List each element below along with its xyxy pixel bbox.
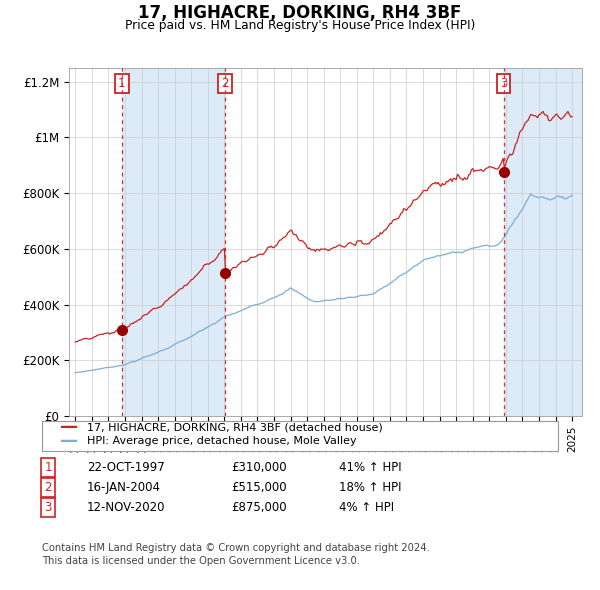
Bar — [503, 68, 582, 416]
Text: 18% ↑ HPI: 18% ↑ HPI — [339, 481, 401, 494]
Text: 4% ↑ HPI: 4% ↑ HPI — [339, 501, 394, 514]
Text: Price paid vs. HM Land Registry's House Price Index (HPI): Price paid vs. HM Land Registry's House … — [125, 19, 475, 32]
Bar — [564, 68, 582, 416]
Text: 1: 1 — [44, 461, 52, 474]
Text: 3: 3 — [44, 501, 52, 514]
Text: 1: 1 — [118, 77, 125, 90]
Text: 3: 3 — [500, 77, 508, 90]
Text: 41% ↑ HPI: 41% ↑ HPI — [339, 461, 401, 474]
Text: 2: 2 — [221, 77, 229, 90]
Text: 2: 2 — [44, 481, 52, 494]
Text: 16-JAN-2004: 16-JAN-2004 — [87, 481, 161, 494]
Text: 12-NOV-2020: 12-NOV-2020 — [87, 501, 166, 514]
Text: £310,000: £310,000 — [231, 461, 287, 474]
Text: 17, HIGHACRE, DORKING, RH4 3BF: 17, HIGHACRE, DORKING, RH4 3BF — [139, 4, 461, 22]
Text: This data is licensed under the Open Government Licence v3.0.: This data is licensed under the Open Gov… — [42, 556, 360, 565]
Text: —: — — [60, 432, 78, 450]
Text: —: — — [60, 418, 78, 436]
Text: £875,000: £875,000 — [231, 501, 287, 514]
Text: 17, HIGHACRE, DORKING, RH4 3BF (detached house): 17, HIGHACRE, DORKING, RH4 3BF (detached… — [87, 422, 383, 432]
Text: Contains HM Land Registry data © Crown copyright and database right 2024.: Contains HM Land Registry data © Crown c… — [42, 543, 430, 552]
Text: 22-OCT-1997: 22-OCT-1997 — [87, 461, 165, 474]
Bar — [122, 68, 225, 416]
Text: £515,000: £515,000 — [231, 481, 287, 494]
Text: HPI: Average price, detached house, Mole Valley: HPI: Average price, detached house, Mole… — [87, 437, 356, 446]
